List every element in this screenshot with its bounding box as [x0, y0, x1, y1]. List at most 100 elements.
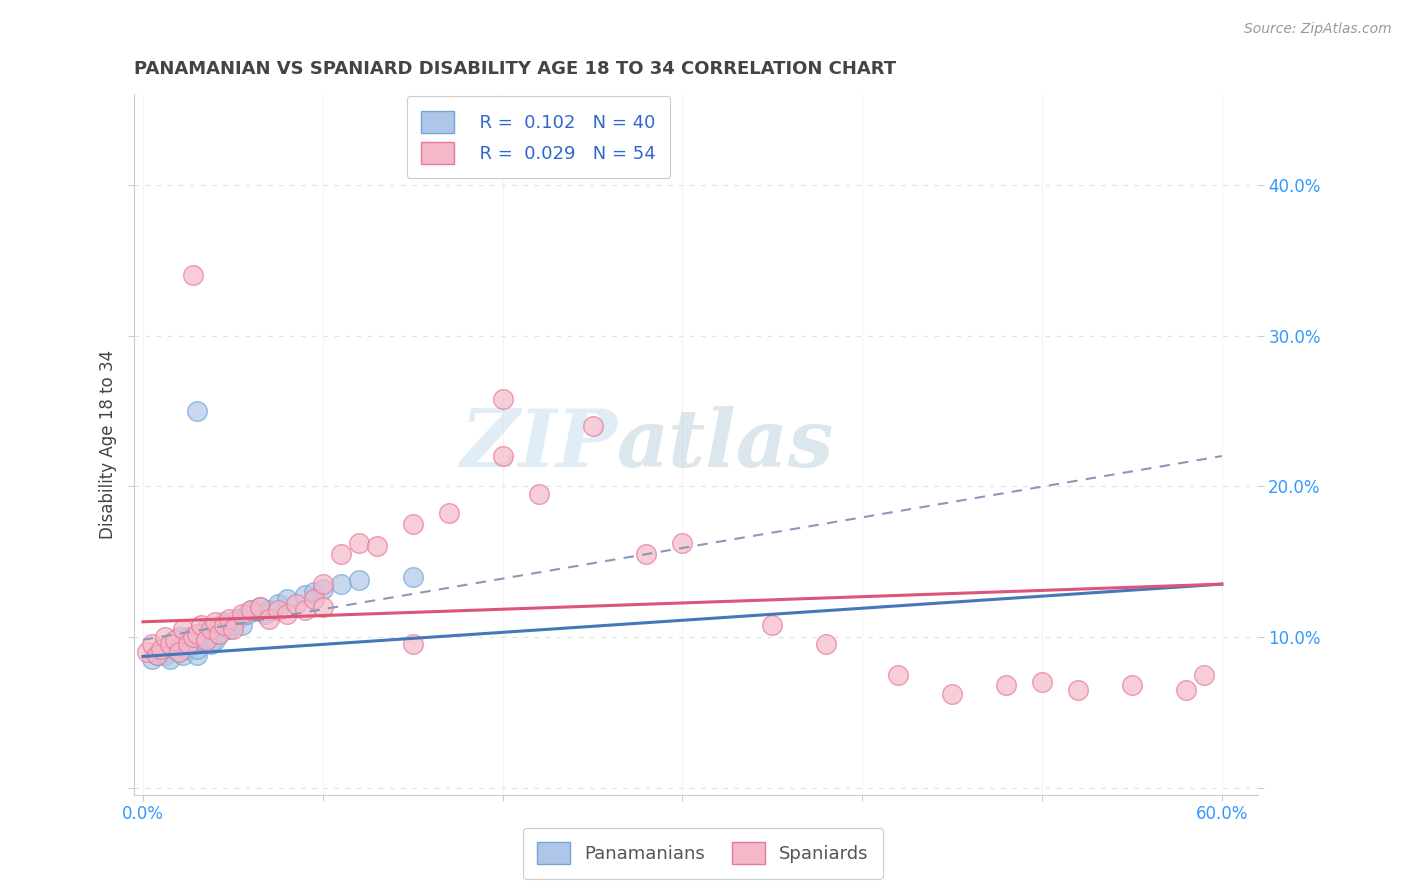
Point	[581, 418, 603, 433]
Point	[165, 632, 187, 647]
Point	[172, 623, 194, 637]
Point	[1121, 678, 1143, 692]
Point	[153, 630, 176, 644]
Point	[194, 632, 217, 647]
Point	[207, 627, 229, 641]
Text: atlas: atlas	[617, 406, 835, 483]
Point	[159, 637, 181, 651]
Point	[186, 627, 208, 641]
Point	[167, 645, 190, 659]
Point	[284, 597, 307, 611]
Point	[294, 588, 316, 602]
Text: ZIP: ZIP	[460, 406, 617, 483]
Point	[1174, 682, 1197, 697]
Point	[186, 404, 208, 418]
Point	[141, 637, 163, 651]
Point	[276, 607, 298, 622]
Point	[135, 645, 157, 659]
Point	[236, 607, 259, 622]
Point	[995, 678, 1018, 692]
Point	[190, 632, 212, 647]
Point	[1067, 682, 1090, 697]
Point	[183, 630, 205, 644]
Point	[231, 617, 253, 632]
Point	[146, 648, 169, 662]
Point	[491, 449, 513, 463]
Point	[150, 641, 173, 656]
Point	[150, 645, 173, 659]
Point	[249, 599, 271, 614]
Point	[312, 599, 335, 614]
Point	[402, 516, 425, 531]
Point	[177, 641, 200, 656]
Point	[302, 584, 325, 599]
Point	[177, 630, 200, 644]
Point	[887, 667, 910, 681]
Point	[167, 630, 190, 644]
Point	[222, 623, 245, 637]
Point	[402, 637, 425, 651]
Point	[312, 582, 335, 596]
Point	[165, 641, 187, 656]
Point	[302, 592, 325, 607]
Point	[1031, 675, 1053, 690]
Point	[257, 603, 280, 617]
Point	[239, 603, 262, 617]
Point	[153, 648, 176, 662]
Point	[159, 652, 181, 666]
Point	[312, 577, 335, 591]
Point	[190, 617, 212, 632]
Point	[239, 603, 262, 617]
Point	[1192, 667, 1215, 681]
Text: Source: ZipAtlas.com: Source: ZipAtlas.com	[1244, 22, 1392, 37]
Point	[225, 612, 247, 626]
Point	[207, 627, 229, 641]
Point	[167, 645, 190, 659]
Point	[636, 547, 658, 561]
Point	[200, 623, 222, 637]
Point	[186, 648, 208, 662]
Point	[329, 577, 352, 591]
Point	[183, 268, 205, 283]
Point	[183, 637, 205, 651]
Point	[402, 569, 425, 583]
Point	[218, 623, 240, 637]
Point	[141, 652, 163, 666]
Point	[267, 597, 290, 611]
Point	[204, 632, 226, 647]
Point	[437, 506, 460, 520]
Point	[172, 648, 194, 662]
Point	[194, 630, 217, 644]
Text: PANAMANIAN VS SPANIARD DISABILITY AGE 18 TO 34 CORRELATION CHART: PANAMANIAN VS SPANIARD DISABILITY AGE 18…	[134, 60, 896, 78]
Point	[212, 617, 235, 632]
Point	[249, 599, 271, 614]
Point	[177, 637, 200, 651]
Point	[218, 612, 240, 626]
Point	[254, 607, 277, 622]
Point	[222, 617, 245, 632]
Point	[761, 617, 783, 632]
Point	[276, 592, 298, 607]
Legend:   R =  0.102   N = 40,   R =  0.029   N = 54: R = 0.102 N = 40, R = 0.029 N = 54	[406, 96, 671, 178]
Point	[671, 536, 693, 550]
Point	[159, 637, 181, 651]
Legend: Panamanians, Spaniards: Panamanians, Spaniards	[523, 828, 883, 879]
Y-axis label: Disability Age 18 to 34: Disability Age 18 to 34	[100, 351, 117, 540]
Point	[186, 641, 208, 656]
Point	[941, 687, 963, 701]
Point	[527, 486, 550, 500]
Point	[212, 615, 235, 629]
Point	[815, 637, 838, 651]
Point	[204, 615, 226, 629]
Point	[347, 573, 370, 587]
Point	[294, 603, 316, 617]
Point	[231, 607, 253, 622]
Point	[194, 623, 217, 637]
Point	[366, 540, 388, 554]
Point	[146, 648, 169, 662]
Point	[347, 536, 370, 550]
Point	[257, 612, 280, 626]
Point	[200, 637, 222, 651]
Point	[329, 547, 352, 561]
Point	[491, 392, 513, 406]
